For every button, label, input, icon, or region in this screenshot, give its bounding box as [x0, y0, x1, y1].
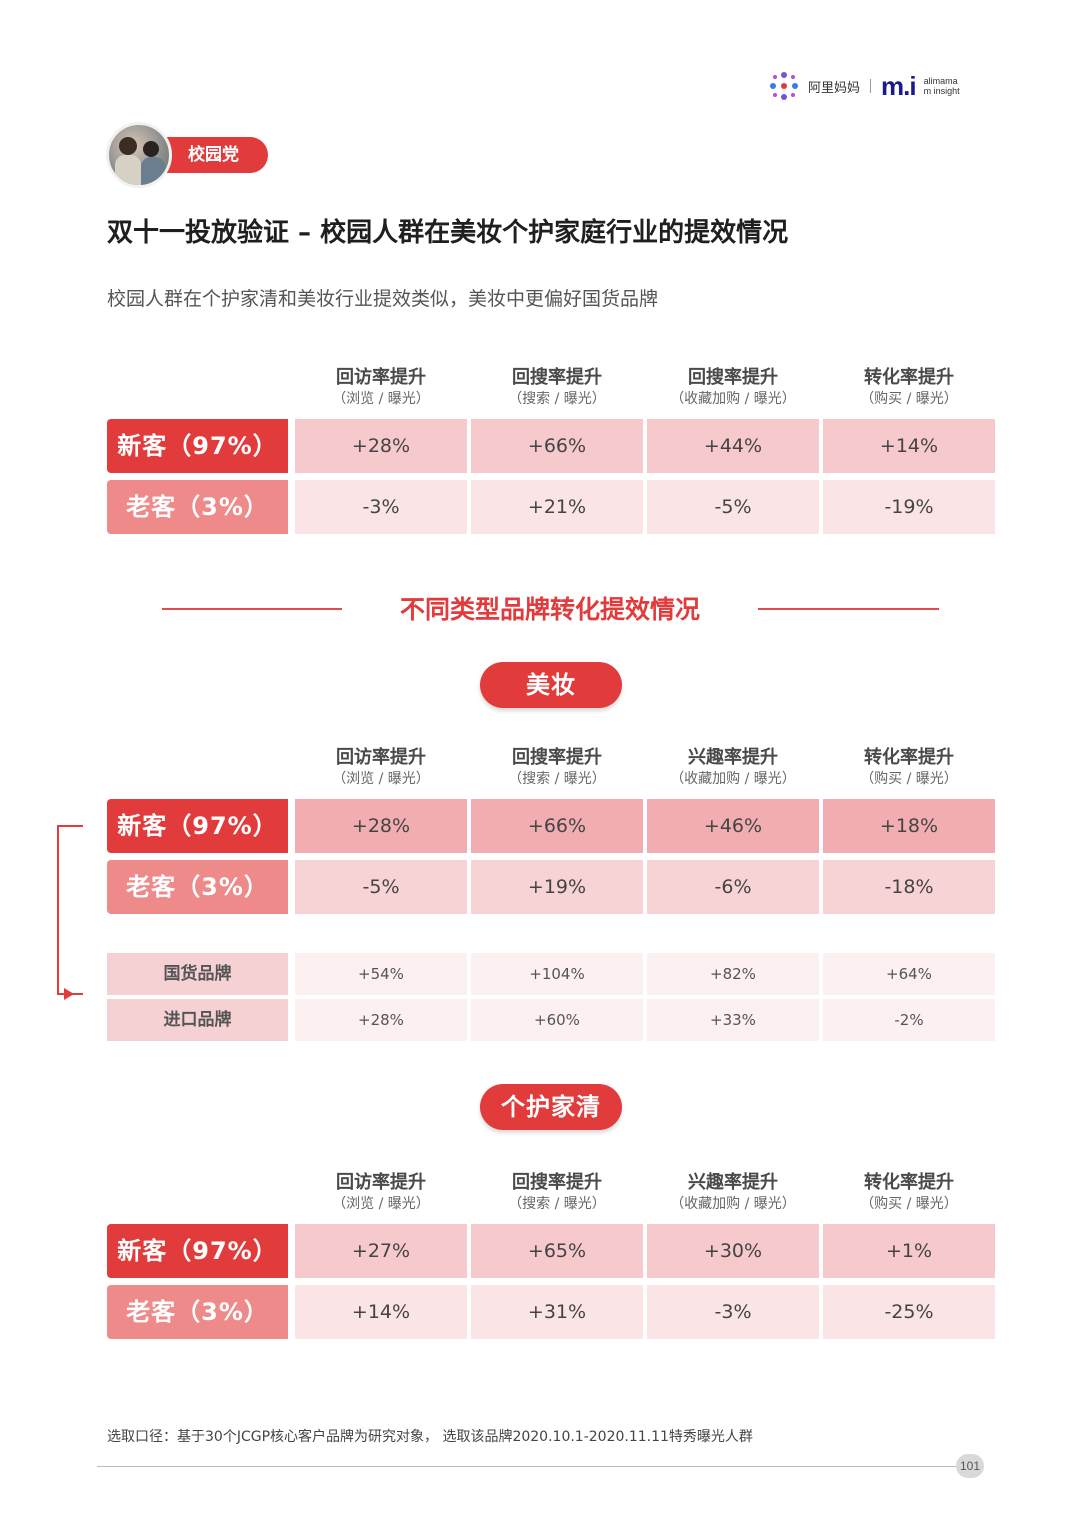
table-cell: +27% — [295, 1224, 467, 1278]
logo-divider — [870, 79, 872, 93]
column-title: 转化率提升 — [864, 1172, 954, 1193]
column-subtitle: （搜索 / 曝光） — [508, 771, 606, 787]
mi-logo: m.i — [881, 70, 917, 101]
row-label-new-customers: 新客（97%） — [107, 1224, 288, 1278]
table-cell: +28% — [295, 419, 467, 473]
column-subtitle: （浏览 / 曝光） — [332, 1196, 430, 1212]
table-cell: -5% — [647, 480, 819, 534]
table-cell: +44% — [647, 419, 819, 473]
column-subtitle: （浏览 / 曝光） — [332, 391, 430, 407]
table-cell: -3% — [295, 480, 467, 534]
column-subtitle: （收藏加购 / 曝光） — [670, 1196, 796, 1212]
table-cell: +82% — [647, 953, 819, 995]
category-tag: 校园党 — [154, 137, 268, 173]
column-title: 回搜率提升 — [512, 1172, 602, 1193]
column-title: 回访率提升 — [336, 747, 426, 768]
table-cell: -25% — [823, 1285, 995, 1339]
personal-care-pill: 个护家清 — [480, 1084, 622, 1130]
table-cell: +104% — [471, 953, 643, 995]
table-cell: +30% — [647, 1224, 819, 1278]
table-cell: -18% — [823, 860, 995, 914]
row-label-old-customers: 老客（3%） — [107, 1285, 288, 1339]
table-cell: +28% — [295, 999, 467, 1041]
row-label-old-customers: 老客（3%） — [107, 480, 288, 534]
table-cell: -19% — [823, 480, 995, 534]
table-cell: +19% — [471, 860, 643, 914]
section-divider-left — [162, 608, 342, 610]
table-cell: +1% — [823, 1224, 995, 1278]
column-subtitle: （搜索 / 曝光） — [508, 1196, 606, 1212]
table-cell: +28% — [295, 799, 467, 853]
column-header: 兴趣率提升 （收藏加购 / 曝光） — [647, 747, 819, 789]
row-label-imported-brands: 进口品牌 — [107, 999, 288, 1041]
column-subtitle: （浏览 / 曝光） — [332, 771, 430, 787]
column-subtitle: （收藏加购 / 曝光） — [670, 391, 796, 407]
column-header: 转化率提升 （购买 / 曝光） — [823, 367, 995, 409]
mi-logo-subtext: alimama m insight — [924, 76, 960, 96]
column-subtitle: （购买 / 曝光） — [860, 771, 958, 787]
column-header: 转化率提升 （购买 / 曝光） — [823, 1172, 995, 1214]
page-title: 双十一投放验证 – 校园人群在美妆个护家庭行业的提效情况 — [107, 218, 789, 248]
column-subtitle: （购买 / 曝光） — [860, 391, 958, 407]
table-cell: +65% — [471, 1224, 643, 1278]
table-cell: +66% — [471, 799, 643, 853]
column-title: 兴趣率提升 — [688, 747, 778, 768]
bracket-connector — [57, 825, 83, 995]
table-cell: +60% — [471, 999, 643, 1041]
column-title: 回搜率提升 — [688, 367, 778, 388]
section-title: 不同类型品牌转化提效情况 — [399, 595, 700, 624]
column-title: 兴趣率提升 — [688, 1172, 778, 1193]
avatar-photo — [106, 122, 172, 188]
row-label-new-customers: 新客（97%） — [107, 419, 288, 473]
table-cell: +46% — [647, 799, 819, 853]
row-label-new-customers: 新客（97%） — [107, 799, 288, 853]
table-cell: +21% — [471, 480, 643, 534]
page-number: 101 — [956, 1454, 984, 1478]
column-header: 回搜率提升 （收藏加购 / 曝光） — [647, 367, 819, 409]
row-label-old-customers: 老客（3%） — [107, 860, 288, 914]
table-cell: +64% — [823, 953, 995, 995]
table-cell: -5% — [295, 860, 467, 914]
footer-divider — [97, 1466, 957, 1467]
column-subtitle: （收藏加购 / 曝光） — [670, 771, 796, 787]
column-title: 回访率提升 — [336, 367, 426, 388]
footnote: 选取口径：基于30个JCGP核心客户品牌为研究对象， 选取该品牌2020.10.… — [107, 1429, 753, 1445]
section-divider-right — [758, 608, 939, 610]
arrow-right-icon — [64, 988, 74, 1000]
table-cell: +14% — [823, 419, 995, 473]
table-cell: -3% — [647, 1285, 819, 1339]
column-header: 兴趣率提升 （收藏加购 / 曝光） — [647, 1172, 819, 1214]
row-label-domestic-brands: 国货品牌 — [107, 953, 288, 995]
column-header: 回搜率提升 （搜索 / 曝光） — [471, 1172, 643, 1214]
column-header: 回访率提升 （浏览 / 曝光） — [295, 367, 467, 409]
header-logos: 阿里妈妈 m.i alimama m insight — [768, 70, 960, 102]
column-header: 回访率提升 （浏览 / 曝光） — [295, 1172, 467, 1214]
page-subtitle: 校园人群在个护家清和美妆行业提效类似，美妆中更偏好国货品牌 — [107, 288, 659, 310]
table-cell: -6% — [647, 860, 819, 914]
column-header: 回搜率提升 （搜索 / 曝光） — [471, 367, 643, 409]
beauty-pill: 美妆 — [480, 662, 622, 708]
column-header: 转化率提升 （购买 / 曝光） — [823, 747, 995, 789]
column-subtitle: （搜索 / 曝光） — [508, 391, 606, 407]
table-cell: -2% — [823, 999, 995, 1041]
column-title: 回访率提升 — [336, 1172, 426, 1193]
table-cell: +33% — [647, 999, 819, 1041]
table-cell: +31% — [471, 1285, 643, 1339]
table-cell: +54% — [295, 953, 467, 995]
table-cell: +18% — [823, 799, 995, 853]
column-header: 回访率提升 （浏览 / 曝光） — [295, 747, 467, 789]
column-title: 转化率提升 — [864, 367, 954, 388]
table-cell: +66% — [471, 419, 643, 473]
column-title: 回搜率提升 — [512, 367, 602, 388]
column-subtitle: （购买 / 曝光） — [860, 1196, 958, 1212]
column-title: 转化率提升 — [864, 747, 954, 768]
table-cell: +14% — [295, 1285, 467, 1339]
column-header: 回搜率提升 （搜索 / 曝光） — [471, 747, 643, 789]
mi-sub-line1: alimama — [923, 76, 958, 86]
alimama-logo-text: 阿里妈妈 — [808, 80, 861, 96]
alimama-logo-icon — [768, 70, 800, 102]
mi-sub-line2: m insight — [923, 86, 960, 96]
column-title: 回搜率提升 — [512, 747, 602, 768]
